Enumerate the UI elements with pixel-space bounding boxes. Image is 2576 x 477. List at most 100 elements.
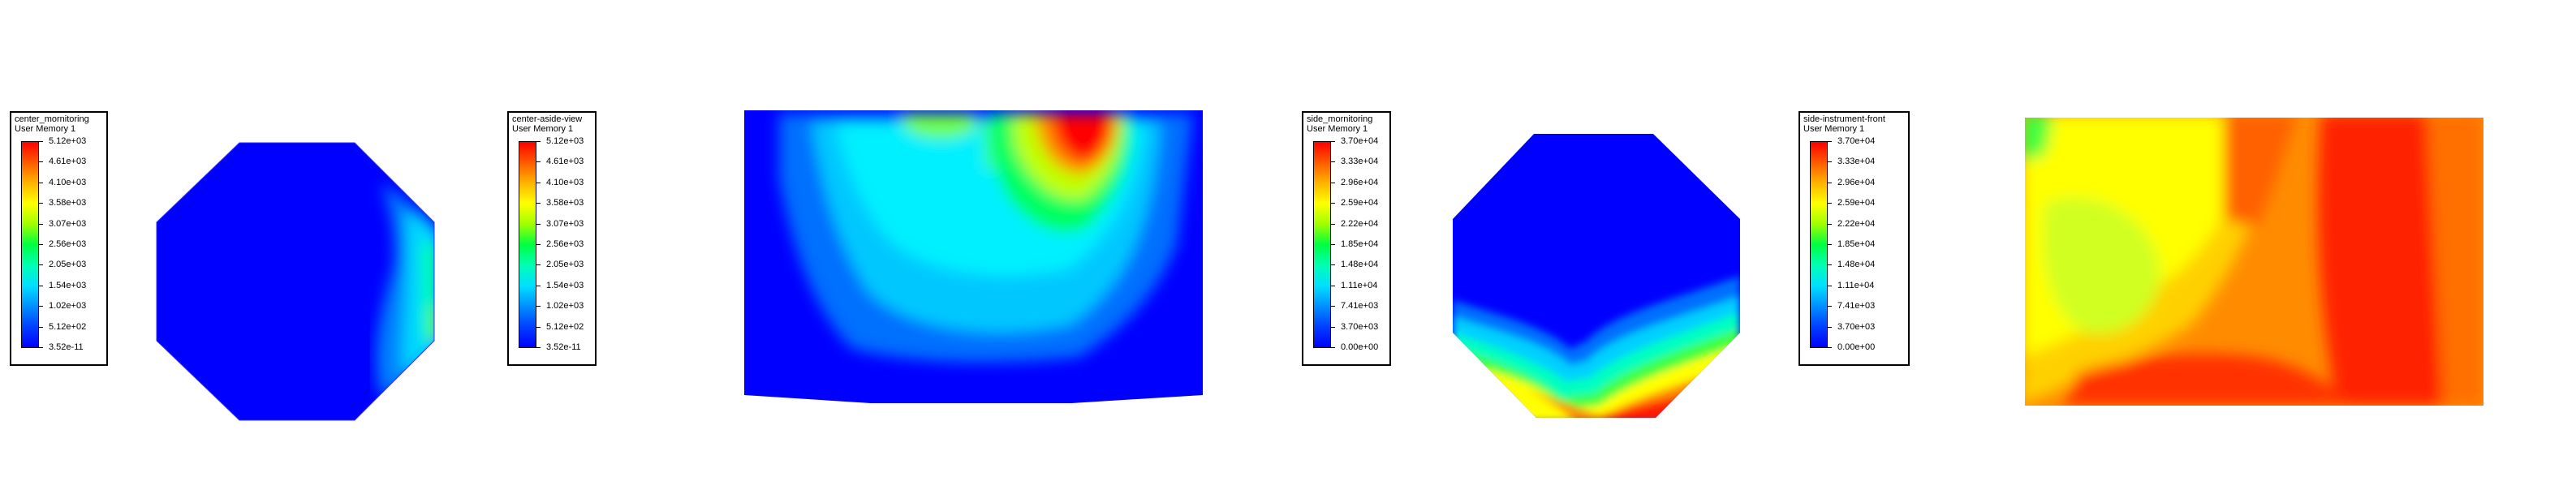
legend-2-subtitle: User Memory 1 [512, 124, 574, 134]
legend-1-tick-label: 3.07e+03 [49, 218, 87, 229]
legend-4-tick-label: 2.59e+04 [1837, 198, 1876, 208]
legend-3-tick-mark [1331, 223, 1335, 225]
plot-3-octagon-field [1453, 134, 1740, 418]
legend-2: center-aside-view User Memory 1 5.12e+03… [507, 111, 597, 366]
legend-3-tick-label: 3.70e+03 [1341, 321, 1379, 332]
legend-2-tick-mark [536, 203, 541, 204]
legend-1-tick-label: 1.54e+03 [49, 280, 87, 290]
legend-4: side-instrument-front User Memory 1 3.70… [1798, 111, 1910, 366]
legend-2-tick-label: 3.58e+03 [546, 198, 584, 208]
legend-4-tick-label: 2.22e+04 [1837, 218, 1876, 229]
legend-1: center_mornitoring User Memory 1 5.12e+0… [10, 111, 108, 366]
plot-2-aside-field [744, 110, 1203, 403]
legend-2-tick-mark [536, 347, 541, 348]
legend-3-tick-label: 2.22e+04 [1341, 218, 1379, 229]
legend-4-tick-mark [1828, 347, 1832, 348]
legend-3-tick-label: 1.11e+04 [1341, 280, 1378, 290]
legend-1-tick-label: 3.52e-11 [49, 342, 84, 352]
legend-2-colorbar [519, 141, 536, 348]
legend-1-colorbar [21, 141, 39, 348]
legend-2-tick-label: 3.07e+03 [546, 218, 584, 229]
legend-2-title: center-aside-view [512, 114, 583, 124]
legend-1-tick-mark [39, 264, 43, 266]
legend-1-tick-label: 2.05e+03 [49, 260, 87, 270]
legend-1-tick-label: 4.61e+03 [49, 157, 87, 167]
legend-3-tick-mark [1331, 306, 1335, 307]
legend-1-tick-mark [39, 223, 43, 225]
legend-1-title: center_mornitoring [15, 114, 89, 124]
legend-4-tick-label: 1.48e+04 [1837, 260, 1876, 270]
legend-4-title: side-instrument-front [1803, 114, 1885, 124]
legend-4-tick-label: 3.33e+04 [1837, 157, 1876, 167]
legend-4-tick-label: 3.70e+04 [1837, 136, 1876, 146]
legend-3-tick-label: 7.41e+03 [1341, 301, 1379, 312]
legend-4-tick-mark [1828, 161, 1832, 163]
legend-4-subtitle: User Memory 1 [1803, 124, 1865, 134]
legend-4-tick-mark [1828, 264, 1832, 266]
plot-1-octagon-field [156, 142, 435, 421]
legend-1-tick-mark [39, 203, 43, 204]
legend-4-tick-mark [1828, 326, 1832, 328]
legend-1-tick-mark [39, 306, 43, 307]
legend-4-tick-label: 7.41e+03 [1837, 301, 1876, 312]
legend-1-tick-label: 5.12e+02 [49, 321, 87, 332]
legend-4-tick-label: 2.96e+04 [1837, 177, 1876, 187]
legend-3-tick-mark [1331, 203, 1335, 204]
legend-1-tick-mark [39, 161, 43, 163]
legend-1-tick-label: 1.02e+03 [49, 301, 87, 312]
legend-3-tick-mark [1331, 244, 1335, 245]
legend-2-tick-label: 1.02e+03 [546, 301, 584, 312]
legend-3-tick-label: 1.48e+04 [1341, 260, 1379, 270]
legend-2-tick-mark [536, 161, 541, 163]
legend-2-tick-mark [536, 223, 541, 225]
legend-3-tick-mark [1331, 141, 1335, 142]
legend-2-tick-mark [536, 306, 541, 307]
legend-3-tick-label: 3.70e+04 [1341, 136, 1379, 146]
legend-4-tick-label: 1.11e+04 [1837, 280, 1875, 290]
legend-2-tick-mark [536, 244, 541, 245]
legend-4-colorbar [1810, 141, 1828, 348]
legend-1-tick-label: 4.10e+03 [49, 177, 87, 187]
legend-3-tick-label: 1.85e+04 [1341, 239, 1379, 249]
legend-1-tick-mark [39, 141, 43, 142]
legend-3-tick-label: 3.33e+04 [1341, 157, 1379, 167]
legend-3-tick-mark [1331, 326, 1335, 328]
legend-1-tick-mark [39, 326, 43, 328]
legend-4-tick-mark [1828, 223, 1832, 225]
legend-3-tick-mark [1331, 264, 1335, 266]
legend-2-tick-label: 4.10e+03 [546, 177, 584, 187]
legend-1-tick-mark [39, 347, 43, 348]
legend-4-tick-label: 3.70e+03 [1837, 321, 1876, 332]
legend-2-tick-label: 2.56e+03 [546, 239, 584, 249]
legend-1-tick-label: 3.58e+03 [49, 198, 87, 208]
legend-4-tick-mark [1828, 306, 1832, 307]
legend-3-tick-label: 0.00e+00 [1341, 342, 1379, 352]
legend-3-tick-label: 2.96e+04 [1341, 177, 1379, 187]
legend-1-tick-label: 2.56e+03 [49, 239, 87, 249]
legend-2-tick-label: 5.12e+02 [546, 321, 584, 332]
legend-4-tick-mark [1828, 203, 1832, 204]
legend-2-tick-mark [536, 326, 541, 328]
legend-2-tick-label: 4.61e+03 [546, 157, 584, 167]
legend-4-tick-mark [1828, 141, 1832, 142]
legend-3-tick-mark [1331, 347, 1335, 348]
legend-2-tick-label: 3.52e-11 [546, 342, 581, 352]
legend-3-title: side_mornitoring [1307, 114, 1373, 124]
legend-2-tick-label: 5.12e+03 [546, 136, 584, 146]
legend-4-tick-label: 0.00e+00 [1837, 342, 1876, 352]
legend-1-subtitle: User Memory 1 [15, 124, 76, 134]
legend-1-tick-mark [39, 244, 43, 245]
legend-2-tick-label: 2.05e+03 [546, 260, 584, 270]
legend-3-tick-label: 2.59e+04 [1341, 198, 1379, 208]
legend-1-tick-label: 5.12e+03 [49, 136, 87, 146]
legend-2-tick-label: 1.54e+03 [546, 280, 584, 290]
legend-3-subtitle: User Memory 1 [1307, 124, 1368, 134]
legend-2-tick-mark [536, 141, 541, 142]
legend-2-tick-mark [536, 264, 541, 266]
legend-3-tick-mark [1331, 161, 1335, 163]
legend-3: side_mornitoring User Memory 1 3.70e+04 3… [1302, 111, 1391, 366]
legend-3-colorbar [1313, 141, 1331, 348]
legend-4-tick-mark [1828, 244, 1832, 245]
plot-4-front-field [2025, 118, 2483, 406]
